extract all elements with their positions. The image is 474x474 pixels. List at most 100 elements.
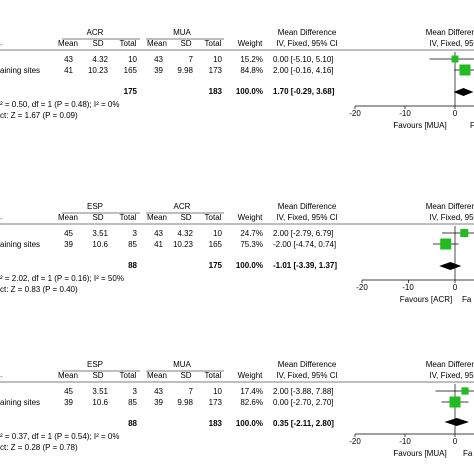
col-header-g1-sd: SD bbox=[92, 39, 103, 48]
row1-g1-mean: 45 bbox=[64, 387, 73, 396]
plot-header-2: IV, Fixed, 95% bbox=[429, 371, 474, 380]
row1-g1-total: 3 bbox=[133, 387, 138, 396]
row2-g2-mean: 39 bbox=[154, 66, 163, 75]
row2-g1-total: 85 bbox=[128, 240, 137, 249]
heterogeneity-text: ² = 0.50, df = 1 (P = 0.48); I² = 0% bbox=[0, 100, 119, 109]
axis-tick-label: -20 bbox=[349, 109, 361, 118]
axis-tick-label: 0 bbox=[453, 109, 458, 118]
favours-left-label: Favours [ACR] bbox=[400, 295, 452, 304]
row2-ci: -2.00 [-4.74, 0.74] bbox=[273, 240, 336, 249]
axis-tick-label: -20 bbox=[349, 437, 361, 446]
row2-g2-sd: 10.23 bbox=[173, 240, 194, 249]
effect-header-1: Mean Difference bbox=[278, 28, 337, 37]
forest-plot-area bbox=[354, 52, 474, 109]
study-effect-square bbox=[449, 396, 461, 408]
row2-g1-mean: 41 bbox=[64, 66, 73, 75]
total-g2: 183 bbox=[209, 87, 223, 96]
forest-panel-1: ACR MUA Mean Difference Mean Difference … bbox=[0, 28, 474, 130]
row2-g2-mean: 39 bbox=[154, 398, 163, 407]
plot-header-1: Mean Difference bbox=[426, 360, 474, 369]
row2-g2-total: 173 bbox=[209, 66, 223, 75]
favours-left-label: Favours [MUA] bbox=[393, 449, 446, 458]
row2-g1-total: 85 bbox=[128, 398, 137, 407]
row1-weight: 15.2% bbox=[240, 55, 263, 64]
row1-g2-sd: 7 bbox=[189, 387, 194, 396]
total-g1: 88 bbox=[128, 261, 137, 270]
row1-weight: 17.4% bbox=[240, 387, 263, 396]
row1-g1-mean: 45 bbox=[64, 229, 73, 238]
col-header-g1-sd: SD bbox=[92, 371, 103, 380]
study-effect-square bbox=[461, 387, 469, 395]
total-ci: -1.01 [-3.39, 1.37] bbox=[273, 261, 337, 270]
total-g2: 183 bbox=[209, 419, 223, 428]
row1-g1-total: 3 bbox=[133, 229, 138, 238]
row2-ci: 0.00 [-2.70, 2.70] bbox=[273, 398, 334, 407]
favours-left-label: Favours [MUA] bbox=[393, 121, 446, 130]
favours-right-label: Fa bbox=[463, 449, 473, 458]
study-effect-square bbox=[451, 55, 459, 63]
row1-weight: 24.7% bbox=[240, 229, 263, 238]
row2-g2-total: 165 bbox=[209, 240, 223, 249]
group2-header: ACR bbox=[174, 202, 191, 211]
axis-tick-label: -10 bbox=[399, 109, 411, 118]
row1-g2-mean: 43 bbox=[154, 229, 163, 238]
row2-g2-sd: 9.98 bbox=[177, 398, 193, 407]
plot-header-2: IV, Fixed, 95% bbox=[429, 213, 474, 222]
study-effect-square bbox=[440, 238, 452, 250]
study-label: aining sites bbox=[0, 66, 40, 75]
row2-g1-mean: 39 bbox=[64, 240, 73, 249]
total-weight: 100.0% bbox=[236, 419, 263, 428]
col-header-g2-total: Total bbox=[205, 213, 222, 222]
heterogeneity-text: ² = 2.02, df = 1 (P = 0.16); I² = 50% bbox=[0, 274, 124, 283]
col-header-weight: Weight bbox=[238, 39, 264, 48]
blue-marker-fragment: - bbox=[0, 40, 3, 49]
row2-g2-sd: 9.98 bbox=[177, 66, 193, 75]
col-header-g2-total: Total bbox=[205, 371, 222, 380]
row1-g1-sd: 3.51 bbox=[92, 387, 108, 396]
col-header-g1-total: Total bbox=[120, 213, 137, 222]
row1-ci: 2.00 [-2.79, 6.79] bbox=[273, 229, 334, 238]
row2-ci: 2.00 [-0.16, 4.16] bbox=[273, 66, 334, 75]
blue-marker-fragment: - bbox=[0, 372, 3, 381]
group2-header: MUA bbox=[173, 28, 191, 37]
group1-header: ESP bbox=[87, 360, 103, 369]
total-g2: 175 bbox=[209, 261, 223, 270]
row2-weight: 84.8% bbox=[240, 66, 263, 75]
col-header-g2-mean: Mean bbox=[147, 39, 167, 48]
overall-effect-text: ct: Z = 0.83 (P = 0.40) bbox=[0, 285, 78, 294]
total-g1: 175 bbox=[124, 87, 138, 96]
row2-g1-sd: 10.23 bbox=[88, 66, 109, 75]
col-header-g2-mean: Mean bbox=[147, 371, 167, 380]
favours-right-label: Fa bbox=[462, 295, 472, 304]
row1-g1-total: 10 bbox=[128, 55, 137, 64]
row2-weight: 75.3% bbox=[240, 240, 263, 249]
col-header-g1-mean: Mean bbox=[58, 213, 78, 222]
axis-tick-label: -20 bbox=[356, 283, 368, 292]
plot-header-2: IV, Fixed, 95% bbox=[429, 39, 474, 48]
row1-g1-mean: 43 bbox=[64, 55, 73, 64]
overall-effect-text: ct: Z = 1.67 (P = 0.09) bbox=[0, 111, 78, 120]
overall-effect-text: ct: Z = 0.28 (P = 0.78) bbox=[0, 443, 78, 452]
group1-header: ESP bbox=[87, 202, 103, 211]
plot-header-1: Mean Difference bbox=[426, 28, 474, 37]
pooled-effect-diamond bbox=[453, 88, 474, 96]
forest-panel-3: ESP MUA Mean Difference Mean Difference … bbox=[0, 360, 474, 458]
col-header-g1-mean: Mean bbox=[58, 39, 78, 48]
col-header-g2-mean: Mean bbox=[147, 213, 167, 222]
row2-g1-mean: 39 bbox=[64, 398, 73, 407]
row1-ci: 0.00 [-5.10, 5.10] bbox=[273, 55, 334, 64]
forest-panel-2: ESP ACR Mean Difference Mean Difference … bbox=[0, 202, 474, 304]
effect-header-1: Mean Difference bbox=[278, 360, 337, 369]
row1-g2-total: 10 bbox=[213, 55, 222, 64]
col-header-g1-total: Total bbox=[120, 371, 137, 380]
col-header-g1-total: Total bbox=[120, 39, 137, 48]
study-label: aining sites bbox=[0, 240, 40, 249]
col-header-g2-sd: SD bbox=[180, 371, 191, 380]
total-ci: 0.35 [-2.11, 2.80] bbox=[273, 419, 334, 428]
row2-g2-total: 173 bbox=[209, 398, 223, 407]
row1-g2-total: 10 bbox=[213, 229, 222, 238]
total-g1: 88 bbox=[128, 419, 137, 428]
pooled-effect-diamond bbox=[439, 262, 462, 270]
axis-tick-label: 0 bbox=[453, 437, 458, 446]
